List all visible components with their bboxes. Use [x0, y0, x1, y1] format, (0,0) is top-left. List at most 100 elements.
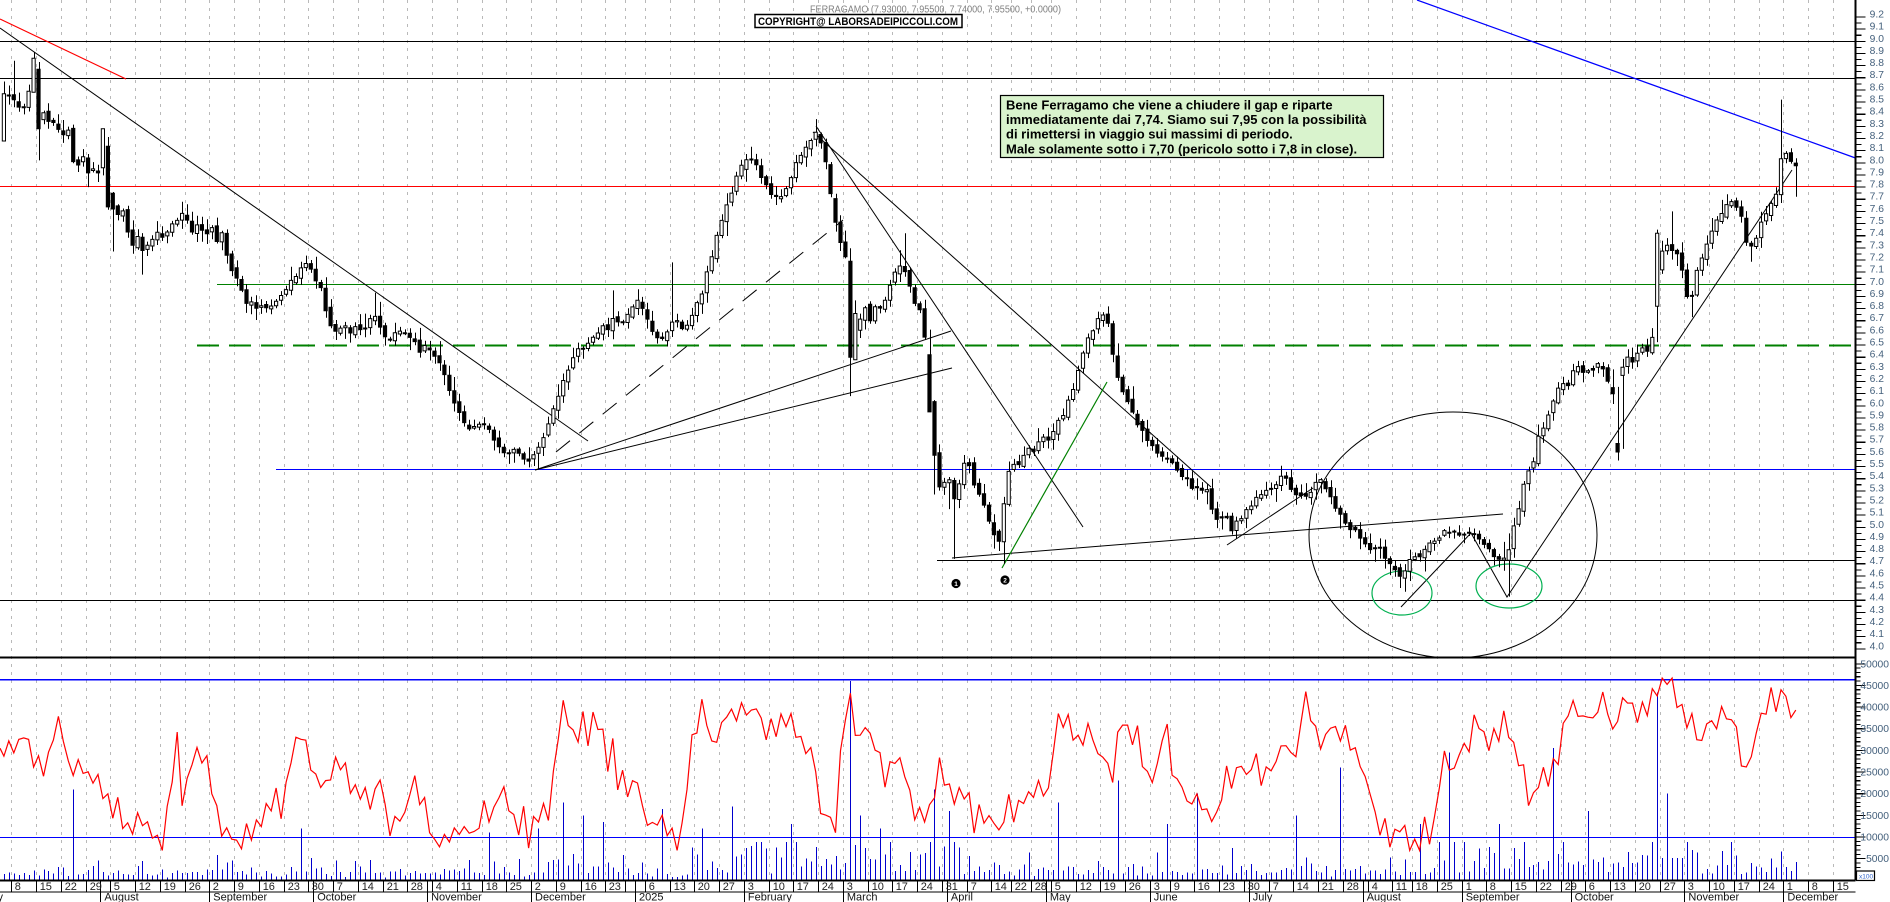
- svg-text:31: 31: [946, 881, 958, 893]
- svg-text:45000: 45000: [1860, 681, 1889, 692]
- svg-text:4.0: 4.0: [1870, 641, 1885, 652]
- svg-text:20: 20: [1639, 881, 1651, 893]
- svg-text:March: March: [847, 892, 878, 902]
- svg-text:19: 19: [1104, 881, 1116, 893]
- svg-text:13: 13: [674, 881, 686, 893]
- svg-text:26: 26: [189, 881, 201, 893]
- svg-text:15000: 15000: [1860, 811, 1889, 822]
- svg-text:5.6: 5.6: [1870, 447, 1885, 458]
- svg-text:16: 16: [585, 881, 597, 893]
- svg-text:5.8: 5.8: [1870, 423, 1885, 434]
- svg-text:9.1: 9.1: [1870, 22, 1885, 33]
- svg-text:5.3: 5.3: [1870, 483, 1885, 494]
- svg-text:7: 7: [1273, 881, 1279, 893]
- svg-text:29: 29: [90, 881, 102, 893]
- svg-text:11: 11: [461, 881, 472, 893]
- svg-text:28: 28: [411, 881, 423, 893]
- svg-text:15: 15: [1837, 881, 1849, 893]
- svg-text:28: 28: [1035, 881, 1047, 893]
- svg-text:December: December: [535, 892, 586, 902]
- svg-text:5: 5: [1055, 881, 1061, 893]
- svg-text:17: 17: [896, 881, 908, 893]
- svg-text:4.6: 4.6: [1870, 568, 1885, 579]
- svg-text:7.1: 7.1: [1870, 265, 1885, 276]
- svg-text:1: 1: [1787, 881, 1793, 893]
- svg-text:7.2: 7.2: [1870, 253, 1885, 264]
- svg-text:27: 27: [1664, 881, 1676, 893]
- svg-text:4.1: 4.1: [1870, 629, 1885, 640]
- svg-text:5.1: 5.1: [1870, 508, 1885, 519]
- svg-text:di rimettersi in viaggio sui m: di rimettersi in viaggio sui massimi di …: [1006, 127, 1293, 142]
- svg-text:7.8: 7.8: [1870, 180, 1885, 191]
- svg-text:5.4: 5.4: [1870, 471, 1885, 482]
- svg-text:6: 6: [1589, 881, 1595, 893]
- svg-text:40000: 40000: [1860, 703, 1889, 714]
- svg-text:28: 28: [1347, 881, 1359, 893]
- svg-text:9: 9: [238, 881, 244, 893]
- svg-text:7.9: 7.9: [1870, 167, 1885, 178]
- svg-text:9: 9: [560, 881, 566, 893]
- svg-text:4: 4: [436, 881, 442, 893]
- svg-text:5.5: 5.5: [1870, 459, 1885, 470]
- svg-text:9: 9: [1174, 881, 1180, 893]
- svg-text:2: 2: [213, 881, 219, 893]
- svg-text:17: 17: [797, 881, 809, 893]
- svg-text:8.2: 8.2: [1870, 131, 1885, 142]
- svg-text:4: 4: [1372, 881, 1378, 893]
- svg-text:26: 26: [1129, 881, 1141, 893]
- svg-text:29: 29: [1565, 881, 1577, 893]
- svg-text:11: 11: [1396, 881, 1407, 893]
- svg-text:8.1: 8.1: [1870, 143, 1885, 154]
- svg-text:7.0: 7.0: [1870, 277, 1885, 288]
- svg-text:August: August: [104, 892, 138, 902]
- svg-text:6.1: 6.1: [1870, 386, 1885, 397]
- svg-text:8.5: 8.5: [1870, 95, 1885, 106]
- svg-text:5.2: 5.2: [1870, 496, 1885, 507]
- svg-text:8.4: 8.4: [1870, 107, 1885, 118]
- svg-text:24: 24: [822, 881, 834, 893]
- svg-text:14: 14: [1297, 881, 1309, 893]
- svg-text:8.0: 8.0: [1870, 155, 1885, 166]
- svg-text:6.5: 6.5: [1870, 338, 1885, 349]
- svg-text:21: 21: [1322, 881, 1334, 893]
- svg-text:2: 2: [535, 881, 541, 893]
- svg-text:6.4: 6.4: [1870, 350, 1885, 361]
- svg-text:September: September: [1466, 892, 1520, 902]
- svg-text:October: October: [1575, 892, 1614, 902]
- svg-text:5: 5: [114, 881, 120, 893]
- svg-text:4.8: 4.8: [1870, 544, 1885, 555]
- svg-text:6: 6: [649, 881, 655, 893]
- svg-text:August: August: [1367, 892, 1401, 902]
- svg-text:1: 1: [954, 581, 958, 588]
- svg-text:6.2: 6.2: [1870, 374, 1885, 385]
- svg-text:November: November: [431, 892, 482, 902]
- svg-text:16: 16: [263, 881, 275, 893]
- svg-text:8.3: 8.3: [1870, 119, 1885, 130]
- svg-text:7.5: 7.5: [1870, 216, 1885, 227]
- svg-text:5000: 5000: [1866, 854, 1889, 865]
- svg-text:immediatamente dai 7,74. Siamo: immediatamente dai 7,74. Siamo sui 7,95 …: [1006, 112, 1367, 127]
- svg-text:1: 1: [1466, 881, 1472, 893]
- svg-text:3: 3: [1154, 881, 1160, 893]
- svg-text:October: October: [317, 892, 356, 902]
- svg-text:7.3: 7.3: [1870, 240, 1885, 251]
- svg-text:November: November: [1688, 892, 1739, 902]
- svg-text:4.2: 4.2: [1870, 617, 1885, 628]
- svg-text:22: 22: [65, 881, 77, 893]
- svg-text:20000: 20000: [1860, 789, 1889, 800]
- svg-text:25: 25: [1441, 881, 1453, 893]
- svg-text:35000: 35000: [1860, 724, 1889, 735]
- svg-text:24: 24: [921, 881, 933, 893]
- svg-text:April: April: [951, 892, 973, 902]
- svg-text:June: June: [1154, 892, 1178, 902]
- svg-text:6.8: 6.8: [1870, 301, 1885, 312]
- svg-text:30: 30: [312, 881, 324, 893]
- svg-text:7.4: 7.4: [1870, 228, 1885, 239]
- svg-text:FERRAGAMO (7.93000, 7.95500, 7: FERRAGAMO (7.93000, 7.95500, 7.74000, 7.…: [810, 5, 1061, 16]
- svg-text:22: 22: [1015, 881, 1027, 893]
- svg-text:30000: 30000: [1860, 746, 1889, 757]
- svg-text:July: July: [0, 892, 4, 902]
- svg-text:December: December: [1787, 892, 1838, 902]
- svg-text:6.7: 6.7: [1870, 313, 1885, 324]
- svg-text:14: 14: [362, 881, 374, 893]
